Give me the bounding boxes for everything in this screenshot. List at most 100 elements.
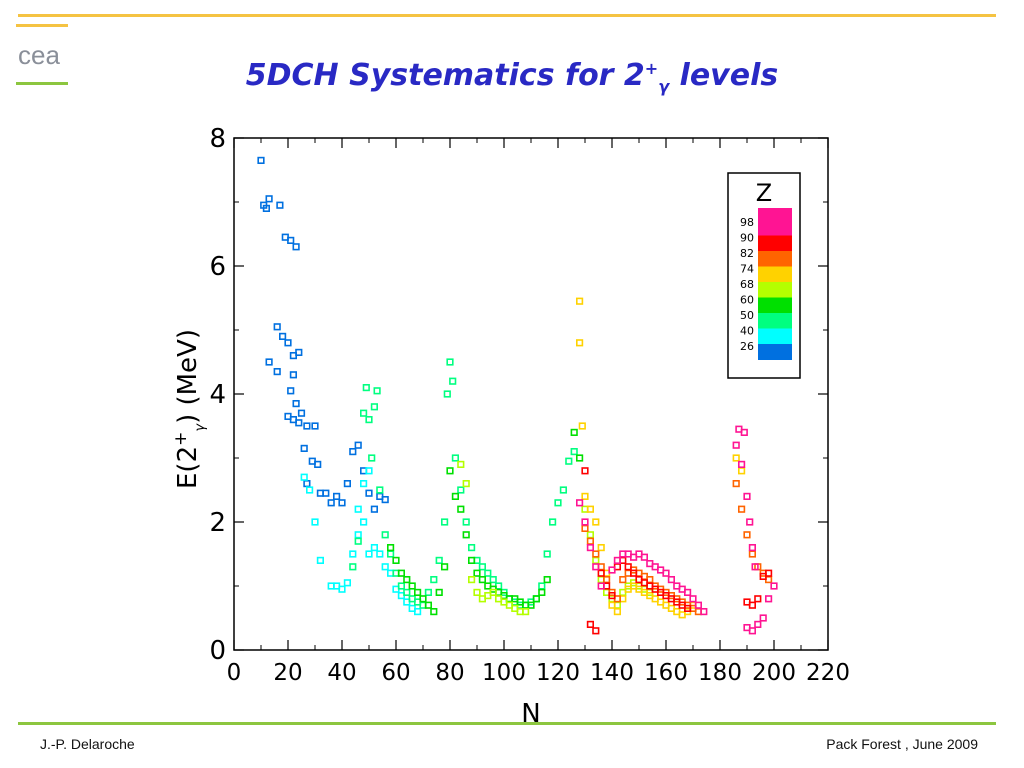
data-point <box>667 575 676 584</box>
data-point <box>354 537 362 545</box>
data-point <box>449 377 457 385</box>
data-point <box>408 582 416 590</box>
data-point <box>581 492 589 501</box>
data-point <box>311 518 319 526</box>
bottom-rule <box>18 722 996 725</box>
data-point <box>748 550 756 558</box>
legend-color-band <box>758 344 792 360</box>
data-point <box>732 479 740 488</box>
data-point <box>354 441 362 449</box>
legend-label: 60 <box>740 294 754 307</box>
legend-label: 26 <box>740 340 754 353</box>
x-tick-label: 80 <box>435 660 464 686</box>
data-point <box>489 575 497 584</box>
cea-logo: cea <box>16 24 68 85</box>
data-point <box>338 499 346 507</box>
legend-title: Z <box>756 179 772 207</box>
title-tail: levels <box>669 58 779 93</box>
legend-color-band <box>758 220 792 236</box>
data-point <box>619 575 627 584</box>
data-point <box>392 556 400 565</box>
data-point <box>414 588 422 597</box>
data-point <box>743 531 751 539</box>
legend-label: 50 <box>740 309 754 322</box>
scatter-chart: 0 20 40 60 80 100 120 140 160 180 200 22002468Z9890… <box>171 124 850 724</box>
data-point <box>581 467 589 475</box>
logo-text: cea <box>18 40 60 70</box>
data-point <box>424 588 433 597</box>
legend-color-band <box>758 328 792 345</box>
data-point <box>484 569 492 577</box>
data-point <box>373 387 381 395</box>
data-point <box>578 422 586 430</box>
data-point <box>292 243 300 251</box>
data-point <box>764 595 773 603</box>
data-point <box>397 569 406 577</box>
y-axis-label: E(2+γ) (MeV) <box>171 329 208 489</box>
data-point <box>440 563 449 571</box>
data-point <box>287 236 295 244</box>
legend-label: 90 <box>740 232 754 245</box>
data-point <box>343 479 352 488</box>
data-point <box>689 595 697 603</box>
data-point <box>743 492 751 501</box>
data-point <box>462 531 470 539</box>
data-point <box>737 467 746 475</box>
data-point <box>360 479 368 488</box>
data-point <box>376 550 384 558</box>
y-tick-label: 0 <box>209 636 226 666</box>
data-point <box>381 531 389 539</box>
data-point <box>613 556 622 565</box>
data-point <box>349 447 357 456</box>
data-point <box>257 156 265 164</box>
data-point <box>354 531 362 539</box>
x-tick-label: 180 <box>698 660 742 686</box>
data-point <box>597 569 605 577</box>
data-point <box>751 563 759 571</box>
data-point <box>586 531 595 539</box>
data-point <box>467 556 476 565</box>
data-point <box>575 454 584 462</box>
title-main: 5DCH Systematics for 2 <box>245 58 645 93</box>
data-point <box>543 575 551 584</box>
data-point <box>457 486 465 494</box>
data-point <box>322 489 330 497</box>
data-point <box>640 553 649 561</box>
x-tick-label: 220 <box>806 660 850 686</box>
data-point <box>613 607 622 616</box>
data-point <box>387 543 395 552</box>
data-point <box>292 399 300 408</box>
data-point <box>608 601 616 609</box>
data-point <box>370 505 379 513</box>
data-point <box>586 537 595 545</box>
data-point <box>581 518 589 526</box>
data-point <box>538 588 546 597</box>
data-point <box>354 505 362 513</box>
data-point <box>279 332 287 341</box>
legend-label: 74 <box>740 263 754 276</box>
data-point <box>403 588 411 597</box>
data-point <box>554 499 562 507</box>
title-superscript: + <box>644 59 659 78</box>
data-point <box>457 460 465 469</box>
data-point <box>265 195 273 203</box>
data-point <box>370 543 379 552</box>
data-point <box>284 412 292 421</box>
data-point <box>473 588 481 597</box>
data-point <box>543 550 551 558</box>
data-point <box>754 620 762 629</box>
x-tick-label: 120 <box>536 660 580 686</box>
data-point <box>360 518 368 526</box>
title-subscript: γ <box>658 77 670 96</box>
data-point <box>548 518 557 526</box>
data-point <box>419 595 427 603</box>
data-point <box>303 479 311 488</box>
y-tick-label: 6 <box>209 252 226 282</box>
data-point <box>575 339 584 347</box>
data-point <box>287 387 295 395</box>
data-point <box>327 499 335 507</box>
data-point <box>343 579 352 587</box>
data-point <box>397 582 406 590</box>
data-point <box>265 358 273 366</box>
data-point <box>565 457 573 465</box>
